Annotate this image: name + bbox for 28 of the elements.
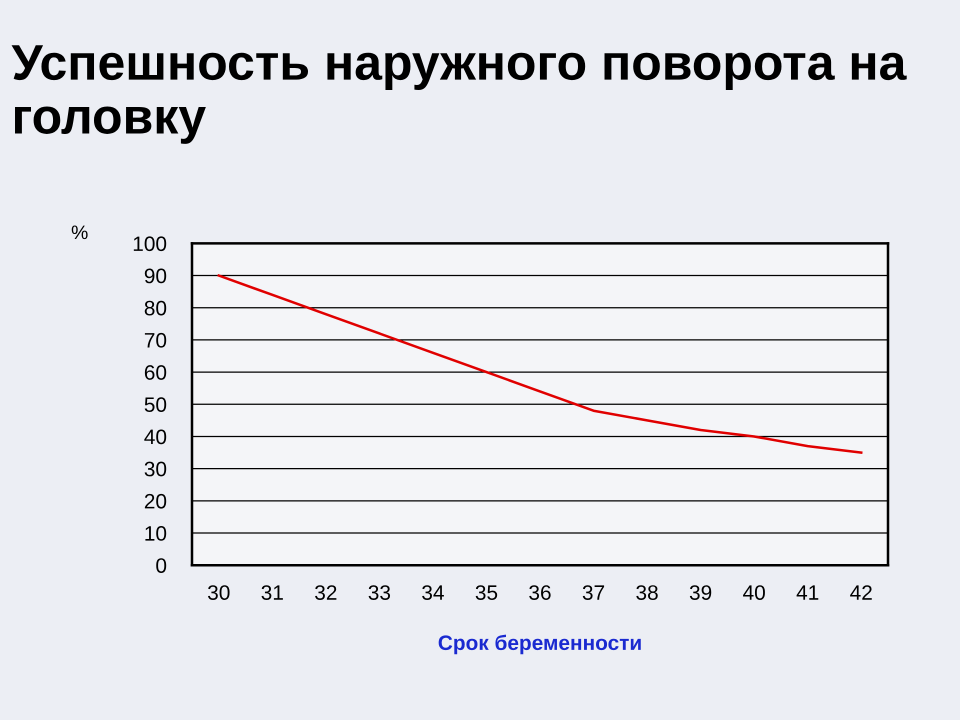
x-tick-label: 30 <box>208 585 230 600</box>
x-tick-label: 41 <box>796 585 818 600</box>
y-axis-title: % <box>72 226 88 240</box>
y-tick-label: 30 <box>144 462 166 476</box>
y-tick-label: 90 <box>144 268 166 284</box>
x-axis-title: Срок беременности <box>438 634 641 654</box>
chart-title: Успешность наружного поворота на головку <box>12 45 907 144</box>
x-tick-label: 36 <box>529 585 551 600</box>
y-tick-label: 40 <box>144 429 166 444</box>
y-tick-label: 70 <box>144 332 166 348</box>
line-series <box>218 274 862 454</box>
y-tick-label: 0 <box>156 558 166 573</box>
y-tick-label: 100 <box>134 236 166 252</box>
x-tick-label: 34 <box>422 585 444 600</box>
x-tick-label: 39 <box>690 585 712 600</box>
x-tick-label: 40 <box>743 585 765 600</box>
x-tick-label: 38 <box>636 585 658 600</box>
x-tick-label: 32 <box>315 585 336 600</box>
y-tick-label: 50 <box>144 397 166 412</box>
x-tick-label: 37 <box>582 585 604 600</box>
x-tick-label: 31 <box>262 585 283 600</box>
x-tick-label: 42 <box>850 585 872 600</box>
x-tick-label: 35 <box>476 585 498 600</box>
y-tick-label: 10 <box>145 526 166 541</box>
y-tick-label: 20 <box>144 494 166 509</box>
y-tick-label: 80 <box>144 300 166 316</box>
x-tick-label: 33 <box>368 585 390 600</box>
y-tick-label: 60 <box>144 365 166 380</box>
